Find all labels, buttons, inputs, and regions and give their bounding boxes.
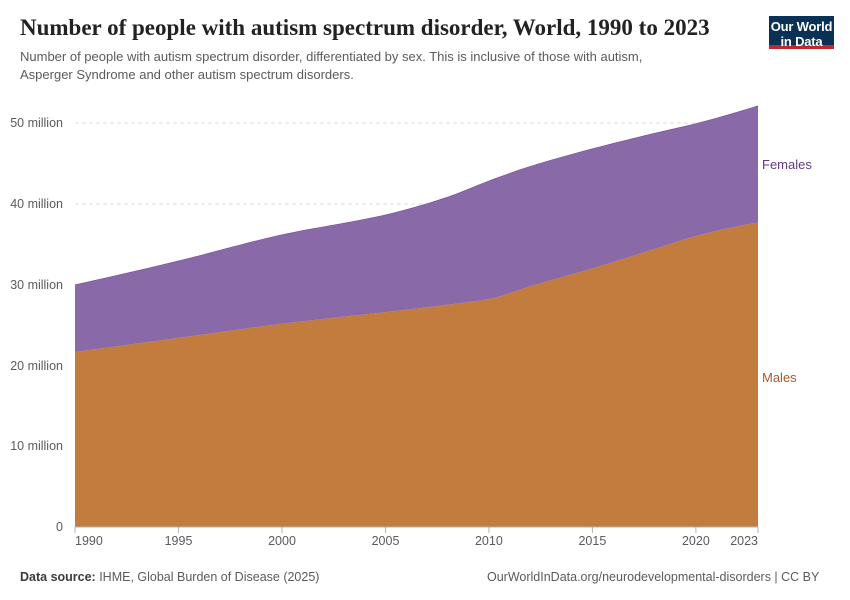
svg-text:2000: 2000: [268, 534, 296, 548]
svg-text:Males: Males: [762, 370, 797, 385]
svg-text:10 million: 10 million: [10, 439, 63, 453]
svg-text:2023: 2023: [730, 534, 758, 548]
svg-text:2015: 2015: [578, 534, 606, 548]
svg-text:50 million: 50 million: [10, 116, 63, 130]
svg-text:0: 0: [56, 520, 63, 534]
svg-text:Females: Females: [762, 157, 812, 172]
svg-text:20 million: 20 million: [10, 359, 63, 373]
svg-text:1995: 1995: [165, 534, 193, 548]
svg-text:2020: 2020: [682, 534, 710, 548]
svg-text:40 million: 40 million: [10, 197, 63, 211]
svg-text:2005: 2005: [372, 534, 400, 548]
svg-text:30 million: 30 million: [10, 278, 63, 292]
svg-text:1990: 1990: [75, 534, 103, 548]
svg-text:2010: 2010: [475, 534, 503, 548]
